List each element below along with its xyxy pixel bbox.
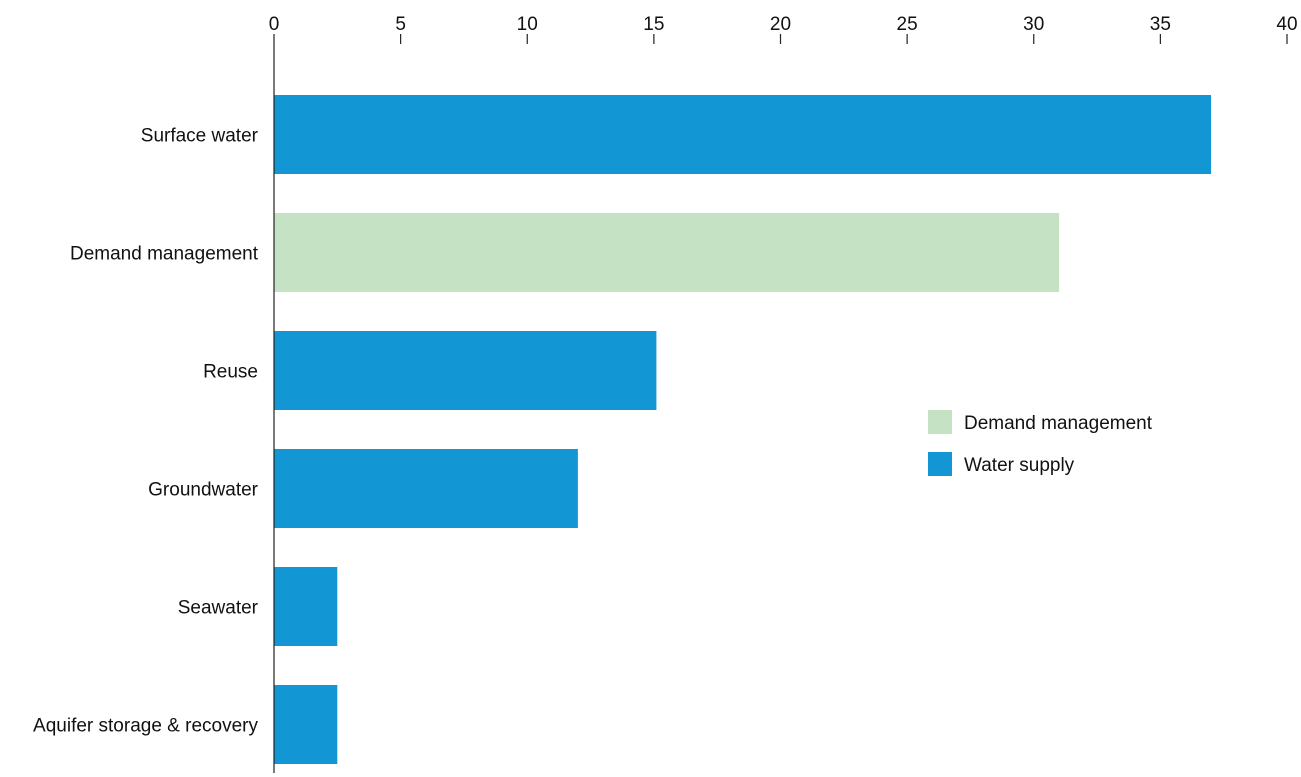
- category-label-groundwater: Groundwater: [148, 480, 259, 501]
- legend-label-water-supply: Water supply: [964, 455, 1075, 476]
- bars: [274, 95, 1212, 764]
- bar-seawater: [274, 567, 338, 646]
- category-label-reuse: Reuse: [203, 362, 258, 383]
- category-label-demand-management: Demand management: [70, 244, 259, 265]
- category-label-surface-water: Surface water: [141, 126, 259, 147]
- legend: Demand management Water supply: [928, 410, 1153, 476]
- category-label-aquifer-storage-recovery: Aquifer storage & recovery: [33, 716, 258, 737]
- legend-swatch-water-supply: [928, 452, 952, 476]
- category-label-seawater: Seawater: [178, 598, 259, 619]
- x-tick-label-40: 40: [1276, 14, 1297, 35]
- bar-demand-management: [274, 213, 1060, 292]
- category-labels: Surface water Demand management Reuse Groun…: [33, 126, 259, 737]
- x-axis-ticks: 0 5 10 15 20 25 30 35 40: [269, 14, 1298, 44]
- legend-swatch-demand-management: [928, 410, 952, 434]
- bar-aquifer-storage-recovery: [274, 685, 338, 764]
- x-tick-label-30: 30: [1023, 14, 1044, 35]
- legend-label-demand-management: Demand management: [964, 413, 1153, 434]
- x-tick-label-5: 5: [395, 14, 406, 35]
- x-tick-label-0: 0: [269, 14, 280, 35]
- x-tick-label-10: 10: [517, 14, 538, 35]
- x-tick-label-20: 20: [770, 14, 791, 35]
- bar-groundwater: [274, 449, 578, 528]
- bar-surface-water: [274, 95, 1212, 174]
- bar-reuse: [274, 331, 657, 410]
- x-tick-label-15: 15: [643, 14, 664, 35]
- x-tick-label-35: 35: [1150, 14, 1171, 35]
- x-tick-label-25: 25: [897, 14, 918, 35]
